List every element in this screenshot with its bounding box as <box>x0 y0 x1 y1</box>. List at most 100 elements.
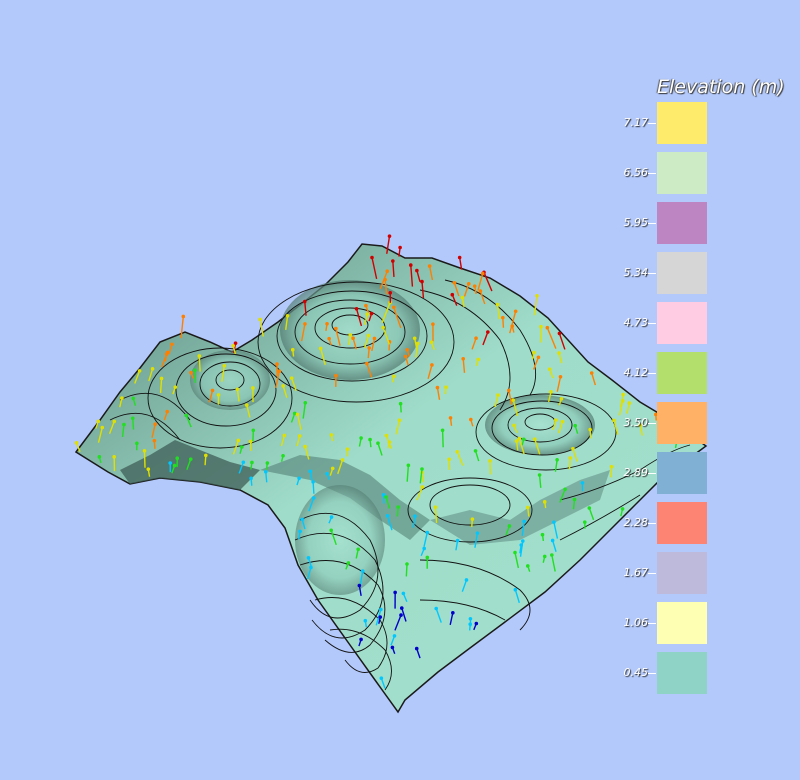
legend-tick <box>648 473 656 474</box>
vector-glyph <box>386 515 393 531</box>
contour-line <box>109 412 181 441</box>
vector-glyph <box>572 448 578 462</box>
legend-item-label: 5.95 <box>623 216 649 229</box>
vector-glyph-head <box>370 255 374 260</box>
legend-item-label: 0.45 <box>623 666 649 679</box>
vector-glyph-head <box>415 341 420 346</box>
vector-glyph <box>395 420 401 435</box>
vector-glyph-head <box>401 591 406 596</box>
vector-glyph-head <box>550 553 554 557</box>
vector-glyph <box>308 497 315 512</box>
vector-glyph-head <box>532 350 536 355</box>
vector-glyph <box>474 533 479 548</box>
vector-glyph <box>159 378 163 393</box>
vector-glyph <box>380 677 386 689</box>
contour-line <box>299 512 379 619</box>
vector-glyph <box>461 579 468 592</box>
vector-glyph-head <box>364 303 368 308</box>
vector-glyph <box>416 486 424 501</box>
contour-line <box>294 299 406 365</box>
contour-line <box>559 494 641 541</box>
legend-item: 1.06 <box>0 602 800 644</box>
vector-glyph <box>415 343 419 358</box>
vector-glyph-head <box>521 437 526 442</box>
vector-glyph-head <box>486 330 490 334</box>
vector-glyph <box>546 327 557 349</box>
vector-glyph-head <box>303 322 307 326</box>
vector-glyph-head <box>557 331 562 336</box>
vector-glyph-head <box>385 514 390 518</box>
legend-item-label: 1.67 <box>623 566 649 579</box>
vector-glyph-head <box>188 457 193 461</box>
vector-glyph <box>151 424 156 438</box>
vector-glyph <box>194 370 197 383</box>
vector-glyph-head <box>542 500 547 504</box>
legend-tick <box>648 323 656 324</box>
vector-glyph <box>410 265 414 287</box>
vector-glyph <box>246 404 251 418</box>
legend-tick <box>648 173 656 174</box>
vector-glyph-head <box>555 457 559 462</box>
vector-glyph-head <box>189 370 193 375</box>
vector-glyph-head <box>448 416 453 420</box>
vector-glyph-head <box>251 428 256 433</box>
vector-glyph <box>355 308 363 327</box>
vector-glyph-head <box>532 437 537 441</box>
legend-item: 1.67 <box>0 552 800 594</box>
vector-glyph-head <box>474 621 479 626</box>
vector-glyph <box>275 371 280 389</box>
vector-glyph <box>312 481 315 494</box>
vector-glyph-head <box>422 546 426 551</box>
legend-swatch <box>657 102 707 144</box>
vector-glyph-head <box>525 505 530 510</box>
vector-glyph-head <box>210 388 215 393</box>
vector-glyph-head <box>620 507 625 511</box>
vector-glyph-head <box>265 461 270 465</box>
vector-glyph <box>449 612 454 626</box>
legend-swatch <box>657 202 707 244</box>
vector-glyph-head <box>396 505 400 509</box>
vector-glyph-head <box>412 336 417 341</box>
vector-glyph <box>352 338 357 350</box>
vector-glyph <box>180 316 185 339</box>
legend-item: 4.12 <box>0 352 800 394</box>
vector-glyph <box>221 365 226 382</box>
vector-glyph <box>364 313 368 325</box>
vector-glyph-head <box>420 467 424 471</box>
vector-glyph <box>533 295 538 316</box>
vector-glyph-head <box>376 441 380 446</box>
vector-glyph <box>419 468 423 484</box>
legend-item: 3.50 <box>0 402 800 444</box>
contour-line <box>314 597 388 673</box>
vector-glyph <box>626 402 631 414</box>
vector-glyph <box>394 614 402 631</box>
vector-glyph-head <box>329 433 334 437</box>
vector-glyph-head <box>216 393 221 397</box>
vector-glyph-head <box>557 351 561 355</box>
vector-glyph-head <box>340 458 345 462</box>
legend-tick <box>648 523 656 524</box>
vector-glyph-head <box>558 374 563 379</box>
vector-glyph-head <box>100 425 105 430</box>
vector-glyph <box>434 507 438 524</box>
vector-glyph-head <box>306 556 311 560</box>
vector-glyph <box>304 446 310 460</box>
vector-glyph-head <box>405 347 410 352</box>
vector-glyph-head <box>547 367 552 371</box>
vector-glyph <box>392 261 395 277</box>
vector-glyph <box>238 462 244 474</box>
vector-glyph-head <box>240 445 244 449</box>
legend-swatch <box>657 552 707 594</box>
legend-item: 5.95 <box>0 202 800 244</box>
vector-glyph <box>496 304 501 320</box>
vector-glyph-head <box>563 487 567 492</box>
vector-glyph-head <box>150 367 155 371</box>
vector-glyph-head <box>522 519 526 524</box>
vector-glyph <box>143 450 146 468</box>
vector-glyph <box>377 443 383 456</box>
vector-glyph-head <box>204 453 208 458</box>
contour-line <box>419 599 506 621</box>
vector-glyph <box>121 424 125 438</box>
vector-glyph-head <box>535 293 539 298</box>
